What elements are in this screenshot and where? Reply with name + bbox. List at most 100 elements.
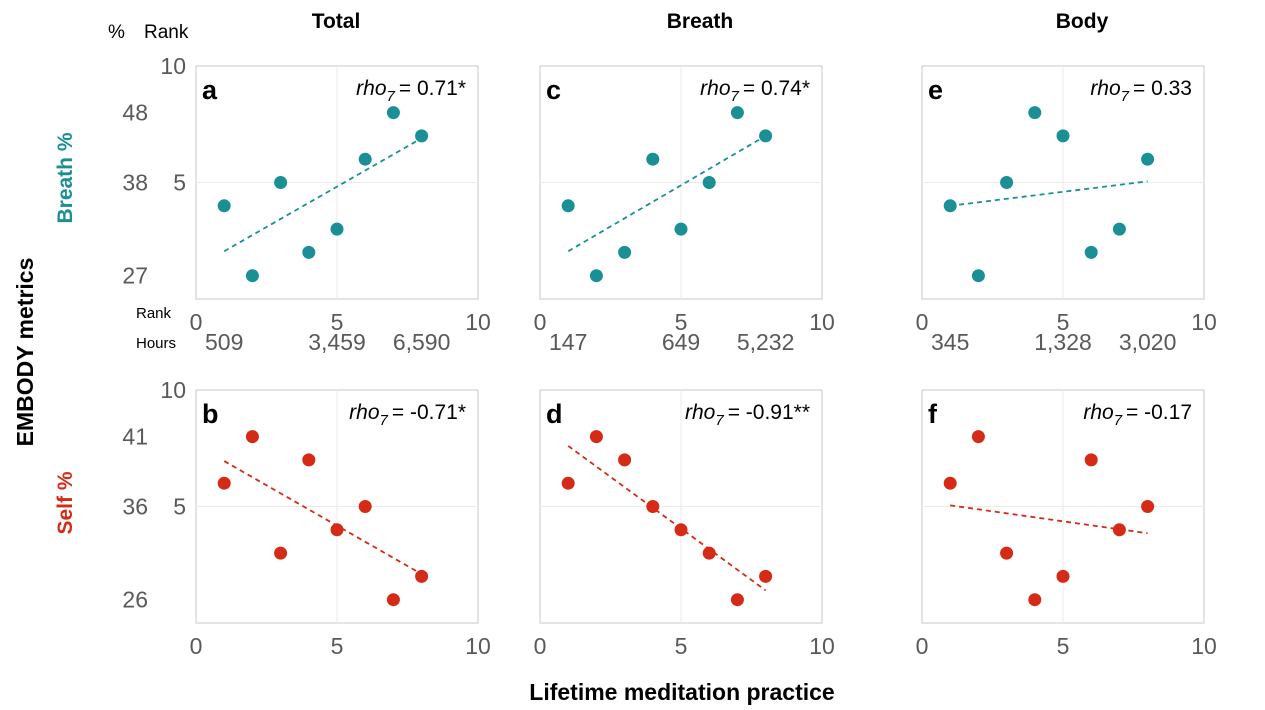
y-tick-label: 5: [173, 170, 186, 196]
rho-subscript: 7: [387, 88, 396, 105]
x-tick-label: 5: [331, 309, 344, 335]
x-tick-label: 0: [190, 633, 203, 659]
data-point: [358, 500, 372, 513]
x-tick-label: 10: [809, 309, 835, 335]
data-point: [1028, 593, 1042, 607]
data-point: [1141, 152, 1155, 166]
data-point: [330, 523, 344, 537]
data-point: [971, 269, 985, 283]
data-point: [1084, 453, 1098, 467]
data-point: [1112, 523, 1126, 537]
x-tick-label: 0: [916, 633, 929, 659]
data-point: [415, 129, 429, 143]
x-tick-label: 10: [465, 309, 491, 335]
hours-label: 3,020: [1119, 329, 1177, 355]
y-tick-label: 48: [122, 100, 148, 126]
rho-subscript: 7: [1121, 88, 1130, 105]
data-point: [646, 152, 660, 166]
data-point: [1141, 500, 1155, 513]
panel-letter: c: [546, 75, 561, 105]
rho-subscript: 7: [380, 412, 389, 429]
y-tick-label: 5: [173, 494, 186, 520]
y-tick-label: 10: [160, 377, 186, 403]
y-tick-label: 36: [122, 494, 148, 520]
column-title-body: Body: [1056, 10, 1109, 33]
panel-e: e rho7 = 0.33 0 5 10: [916, 65, 1217, 335]
data-point: [702, 176, 716, 189]
y-tick-label: 26: [122, 587, 148, 613]
fit-line: [567, 135, 767, 253]
data-point: [646, 500, 660, 513]
x-axis-title: Lifetime meditation practice: [529, 679, 834, 705]
fit-line: [223, 460, 423, 575]
data-point: [245, 269, 259, 283]
data-point: [302, 245, 316, 259]
row-label-self: Self %: [54, 471, 77, 534]
panel-b: b rho7 = -0.71* 0 5 10: [190, 389, 491, 659]
data-point: [245, 430, 259, 444]
y-tick-label: 38: [122, 170, 148, 196]
data-point: [217, 199, 231, 213]
column-title-breath: Breath: [667, 10, 734, 33]
rank-header: Rank: [144, 22, 189, 43]
data-point: [1056, 129, 1070, 143]
rho-annotation: rho7 = -0.17: [1083, 401, 1192, 429]
rho-value: = -0.71*: [392, 401, 466, 424]
x-tick-label: 10: [1191, 309, 1217, 335]
y-axis-title: EMBODY metrics: [12, 258, 38, 447]
rho-symbol: rho: [1090, 77, 1121, 100]
y-tick-label: 41: [122, 424, 148, 450]
rho-value: = 0.33: [1133, 77, 1192, 100]
rho-annotation: rho7 = 0.74*: [700, 77, 810, 105]
x-tick-label: 10: [1191, 633, 1217, 659]
data-point: [1084, 245, 1098, 259]
rho-annotation: rho7 = 0.33: [1090, 77, 1192, 105]
hours-label: 147: [549, 329, 587, 355]
data-point: [386, 593, 400, 607]
fit-line: [567, 445, 767, 592]
panels: a rho7 = 0.71*0 5 10b rho7 = -0.71*0 5 10c rho7 = …: [122, 53, 1216, 659]
data-point: [561, 199, 575, 213]
data-point: [674, 222, 688, 236]
data-point: [274, 546, 288, 560]
data-point: [302, 453, 316, 467]
rho-symbol: rho: [700, 77, 731, 100]
data-point: [971, 430, 985, 444]
data-point: [702, 546, 716, 560]
panel-c: c rho7 = 0.74* 0 5 10: [534, 65, 835, 335]
y-tick-label: 27: [122, 263, 148, 289]
data-point: [943, 476, 957, 490]
x-row-label-rank: Rank: [136, 305, 172, 322]
rho-annotation: rho7 = -0.71*: [349, 401, 466, 429]
x-tick-label: 5: [675, 633, 688, 659]
data-point: [618, 453, 632, 467]
percent-header: %: [108, 22, 125, 43]
row-label-breath: Breath %: [54, 132, 77, 223]
rho-subscript: 7: [731, 88, 740, 105]
hours-label: 1,328: [1034, 329, 1092, 355]
rho-symbol: rho: [356, 77, 387, 100]
x-tick-label: 5: [331, 633, 344, 659]
data-point: [618, 245, 632, 259]
data-point: [386, 106, 400, 120]
data-point: [1028, 106, 1042, 120]
column-title-total: Total: [312, 10, 361, 33]
y-tick-label: 10: [160, 53, 186, 79]
x-tick-label: 0: [190, 309, 203, 335]
rho-annotation: rho7 = 0.71*: [356, 77, 466, 105]
x-tick-label: 0: [534, 633, 547, 659]
rho-symbol: rho: [1083, 401, 1114, 424]
data-point: [1056, 569, 1070, 583]
rho-symbol: rho: [349, 401, 380, 424]
hours-label: 649: [662, 329, 700, 355]
panel-letter: d: [546, 399, 563, 429]
rho-value: = -0.17: [1126, 401, 1192, 424]
x-tick-label: 10: [809, 633, 835, 659]
hours-label: 345: [931, 329, 969, 355]
data-point: [330, 222, 344, 236]
rho-value: = -0.91**: [728, 401, 810, 424]
panel-d: d rho7 = -0.91** 0 5 10: [534, 389, 835, 659]
data-point: [674, 523, 688, 537]
x-tick-label: 5: [1057, 633, 1070, 659]
